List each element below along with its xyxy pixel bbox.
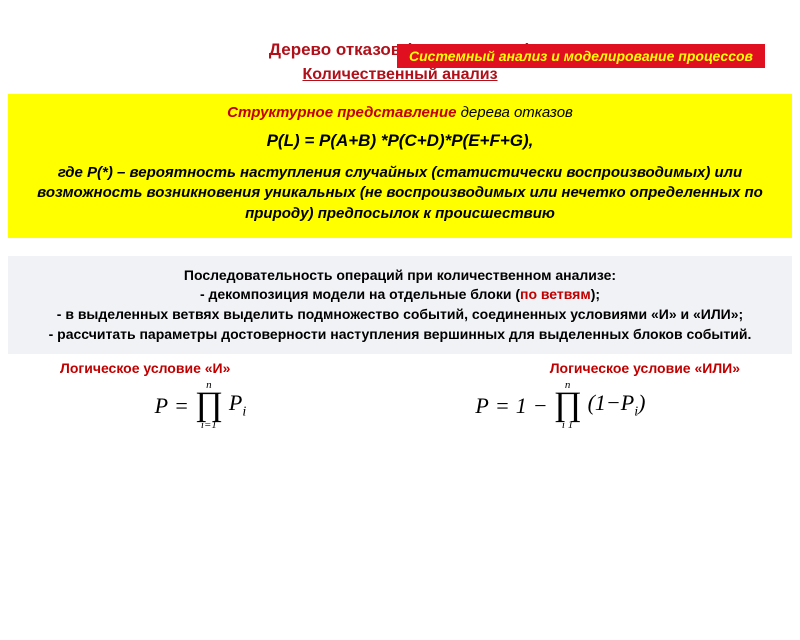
sub-title: Количественный анализ: [0, 66, 800, 84]
or-close: ): [638, 390, 645, 415]
seq-line3: - в выделенных ветвях выделить подмножес…: [28, 305, 772, 325]
or-one: 1: [516, 393, 527, 419]
formula-row: P = n ∏ i=1 Pi P = 1 − n ∏ i 1 (1−Pi): [0, 380, 800, 431]
pi-icon: ∏: [195, 391, 223, 420]
logic-and-label: Логическое условие «И»: [60, 360, 230, 376]
gray-block: Последовательность операций при количест…: [8, 256, 792, 354]
header-band: Системный анализ и моделирование процесс…: [397, 44, 765, 68]
pi-icon: ∏: [554, 391, 582, 420]
or-open: (1−: [588, 390, 621, 415]
where-text: где P(*) – вероятность наступления случа…: [28, 163, 772, 224]
product-symbol-or: n ∏ i 1: [554, 380, 582, 431]
and-lhs: P: [155, 393, 168, 419]
and-rhs: Pi: [229, 390, 246, 420]
or-eq: =: [495, 393, 510, 419]
main-formula: P(L) = P(A+B) *P(C+D)*P(E+F+G),: [28, 131, 772, 151]
seq-line2a: - декомпозиция модели на отдельные блоки…: [200, 286, 520, 302]
or-prod-bot: i 1: [562, 420, 573, 431]
struct-red-text: Структурное представление: [227, 104, 456, 121]
and-rhs-p: P: [229, 390, 242, 415]
and-prod-bot: i=1: [201, 420, 217, 431]
or-lhs: P: [475, 393, 488, 419]
where-body: – вероятность наступления случайных (ста…: [37, 164, 763, 222]
where-bold: P(*): [87, 164, 113, 181]
seq-line1: Последовательность операций при количест…: [28, 266, 772, 286]
struct-black-text: дерева отказов: [456, 104, 572, 121]
and-eq: =: [174, 393, 189, 419]
seq-line2b: по ветвям: [520, 286, 591, 302]
logic-or-label: Логическое условие «ИЛИ»: [550, 360, 740, 376]
or-paren: (1−Pi): [588, 390, 646, 420]
formula-and: P = n ∏ i=1 Pi: [155, 380, 247, 431]
seq-line2: - декомпозиция модели на отдельные блоки…: [28, 285, 772, 305]
where-prefix: где: [58, 164, 87, 181]
logic-labels-row: Логическое условие «И» Логическое услови…: [60, 360, 740, 376]
seq-line2c: );: [591, 286, 600, 302]
header-text: Системный анализ и моделирование процесс…: [409, 48, 753, 64]
or-minus: −: [533, 393, 548, 419]
product-symbol-and: n ∏ i=1: [195, 380, 223, 431]
and-rhs-sub: i: [242, 405, 246, 420]
formula-or: P = 1 − n ∏ i 1 (1−Pi): [475, 380, 645, 431]
seq-line4: - рассчитать параметры достоверности нас…: [28, 325, 772, 345]
or-p: P: [621, 390, 634, 415]
struct-representation-line: Структурное представление дерева отказов: [28, 104, 772, 121]
yellow-block: Структурное представление дерева отказов…: [8, 94, 792, 238]
